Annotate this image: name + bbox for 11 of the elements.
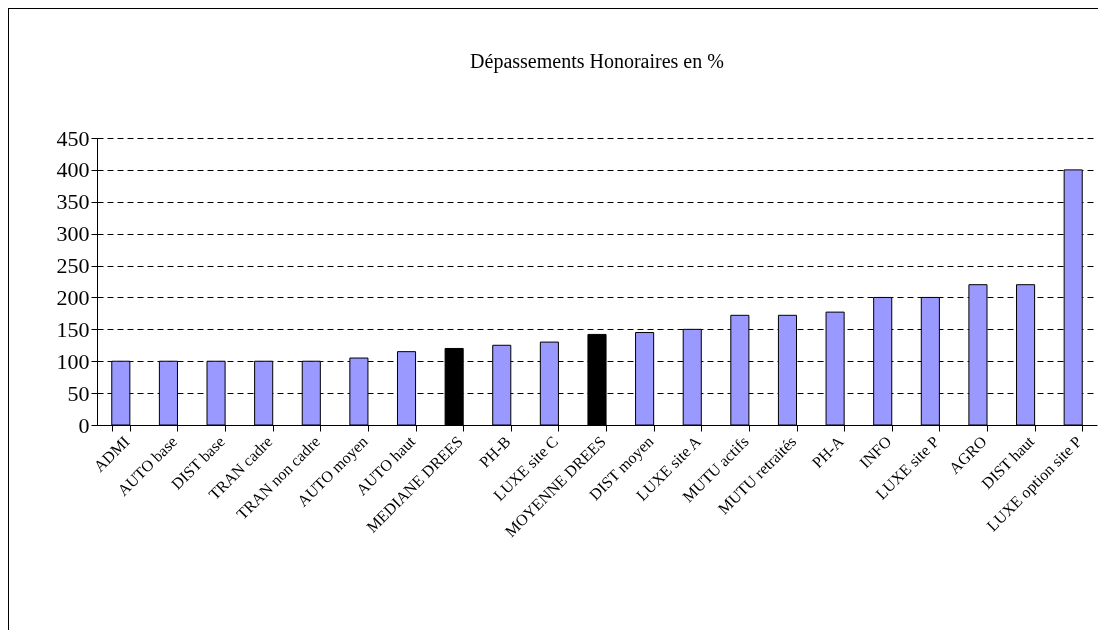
y-tick-label: 450	[56, 125, 90, 151]
y-tick-label: 300	[56, 221, 90, 247]
chart-title: Dépassements Honoraires en %	[470, 50, 724, 73]
y-tick-label: 250	[56, 253, 90, 279]
y-tick-label: 400	[56, 157, 90, 183]
y-tick-label: 350	[56, 189, 90, 215]
y-tick-label: 0	[78, 412, 90, 438]
y-tick-label: 150	[56, 316, 90, 342]
y-tick-label: 100	[56, 348, 90, 374]
y-tick-label: 200	[56, 284, 90, 310]
y-tick-label: 50	[67, 380, 90, 406]
